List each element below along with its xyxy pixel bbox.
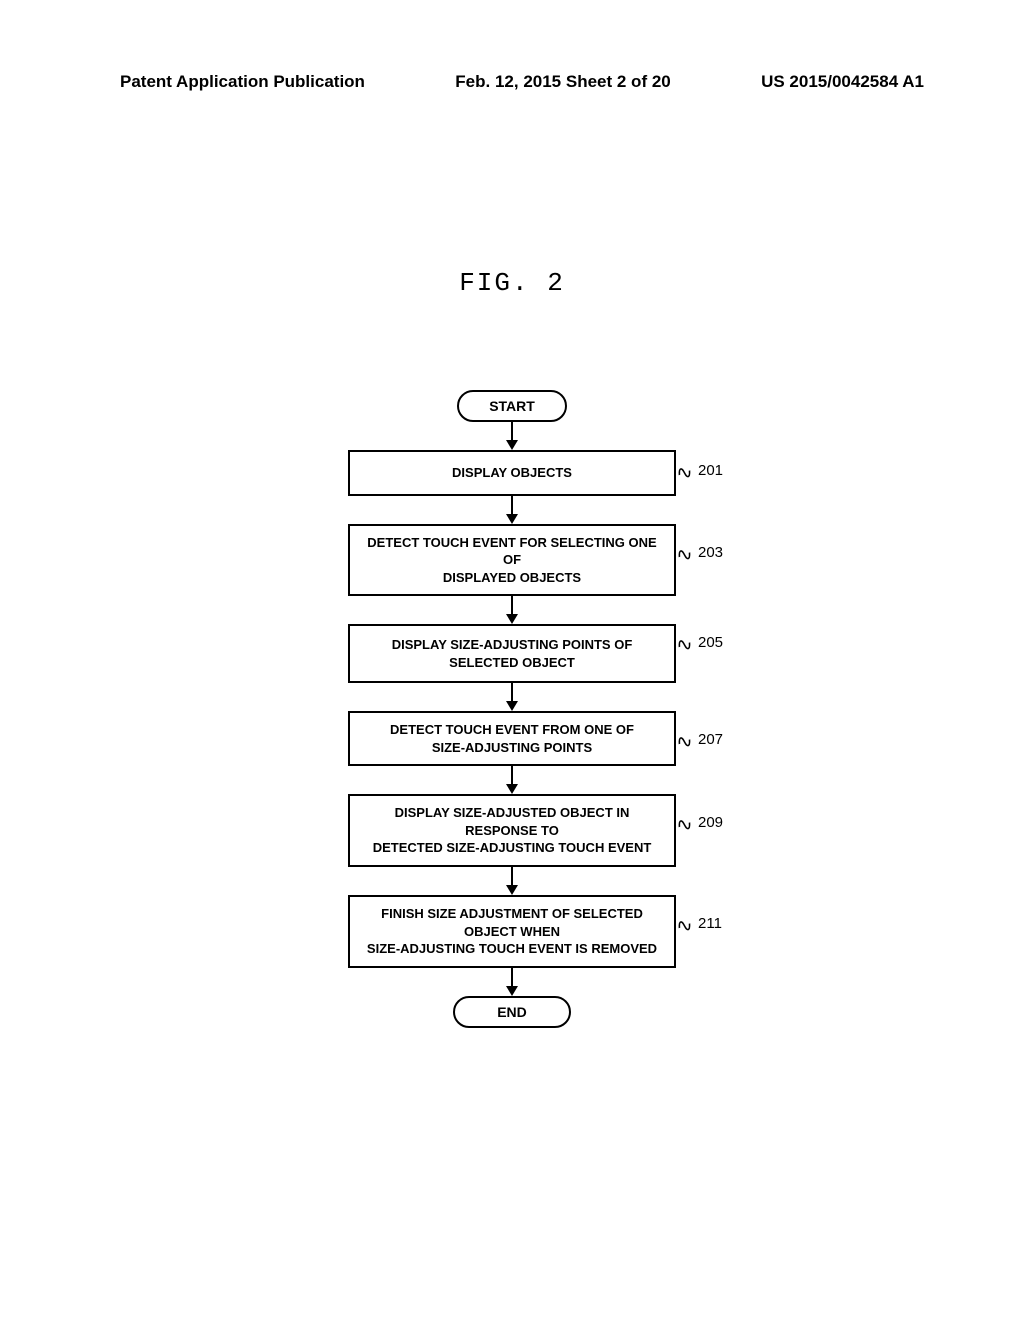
process-box: FINISH SIZE ADJUSTMENT OF SELECTED OBJEC… bbox=[348, 895, 676, 968]
step-row: DISPLAY SIZE-ADJUSTING POINTS OF SELECTE… bbox=[348, 624, 676, 683]
page: Patent Application Publication Feb. 12, … bbox=[0, 0, 1024, 1320]
ref-number: 209 bbox=[698, 814, 723, 831]
ref-number: 203 bbox=[698, 544, 723, 561]
header-center: Feb. 12, 2015 Sheet 2 of 20 bbox=[455, 72, 670, 92]
arrow bbox=[506, 766, 518, 794]
arrow-line bbox=[511, 766, 513, 784]
ref-connector-icon: ∿ bbox=[673, 630, 696, 658]
process-box: DISPLAY SIZE-ADJUSTING POINTS OF SELECTE… bbox=[348, 624, 676, 683]
arrow-line bbox=[511, 596, 513, 614]
arrow bbox=[506, 683, 518, 711]
ref-number: 211 bbox=[698, 915, 722, 932]
ref-connector-icon: ∿ bbox=[673, 728, 696, 756]
ref-connector-icon: ∿ bbox=[673, 811, 696, 839]
process-text: DISPLAY SIZE-ADJUSTED OBJECT IN RESPONSE… bbox=[373, 805, 652, 855]
arrow-head-icon bbox=[506, 885, 518, 895]
step-row: DISPLAY SIZE-ADJUSTED OBJECT IN RESPONSE… bbox=[348, 794, 676, 867]
arrow-head-icon bbox=[506, 614, 518, 624]
arrow bbox=[506, 867, 518, 895]
arrow-head-icon bbox=[506, 986, 518, 996]
step-row: FINISH SIZE ADJUSTMENT OF SELECTED OBJEC… bbox=[348, 895, 676, 968]
arrow bbox=[506, 496, 518, 524]
process-box: DETECT TOUCH EVENT FOR SELECTING ONE OFD… bbox=[348, 524, 676, 597]
arrow-line bbox=[511, 683, 513, 701]
process-text: DETECT TOUCH EVENT FOR SELECTING ONE OFD… bbox=[367, 535, 656, 585]
header-right: US 2015/0042584 A1 bbox=[761, 72, 924, 92]
terminal-end: END bbox=[453, 996, 571, 1028]
arrow bbox=[506, 968, 518, 996]
process-box: DETECT TOUCH EVENT FROM ONE OFSIZE-ADJUS… bbox=[348, 711, 676, 766]
ref-connector-icon: ∿ bbox=[673, 540, 696, 568]
step-row: DETECT TOUCH EVENT FOR SELECTING ONE OFD… bbox=[348, 524, 676, 597]
ref-connector-icon: ∿ bbox=[673, 458, 696, 486]
ref-number: 201 bbox=[698, 462, 723, 479]
arrow-line bbox=[511, 422, 513, 440]
arrow-head-icon bbox=[506, 701, 518, 711]
arrow-line bbox=[511, 496, 513, 514]
process-text: DISPLAY SIZE-ADJUSTING POINTS OF SELECTE… bbox=[392, 637, 633, 670]
process-text: FINISH SIZE ADJUSTMENT OF SELECTED OBJEC… bbox=[367, 906, 657, 956]
ref-number: 205 bbox=[698, 634, 723, 651]
ref-number: 207 bbox=[698, 731, 723, 748]
process-box: DISPLAY SIZE-ADJUSTED OBJECT IN RESPONSE… bbox=[348, 794, 676, 867]
process-text: DETECT TOUCH EVENT FROM ONE OFSIZE-ADJUS… bbox=[390, 722, 634, 755]
arrow bbox=[506, 422, 518, 450]
header-left: Patent Application Publication bbox=[120, 72, 365, 92]
arrow-line bbox=[511, 867, 513, 885]
step-row: DETECT TOUCH EVENT FROM ONE OFSIZE-ADJUS… bbox=[348, 711, 676, 766]
arrow-line bbox=[511, 968, 513, 986]
ref-connector-icon: ∿ bbox=[673, 911, 696, 939]
arrow-head-icon bbox=[506, 514, 518, 524]
terminal-start: START bbox=[457, 390, 567, 422]
arrow bbox=[506, 596, 518, 624]
process-text: DISPLAY OBJECTS bbox=[452, 465, 572, 480]
arrow-head-icon bbox=[506, 784, 518, 794]
page-header: Patent Application Publication Feb. 12, … bbox=[0, 72, 1024, 92]
figure-title: FIG. 2 bbox=[0, 268, 1024, 298]
process-box: DISPLAY OBJECTS bbox=[348, 450, 676, 496]
flowchart: START DISPLAY OBJECTS ∿ 201 DETECT TOUCH… bbox=[0, 390, 1024, 1028]
step-row: DISPLAY OBJECTS ∿ 201 bbox=[348, 450, 676, 496]
arrow-head-icon bbox=[506, 440, 518, 450]
